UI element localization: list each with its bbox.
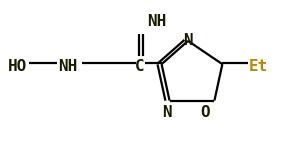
Text: N: N [183,33,193,48]
Text: NH: NH [148,14,167,29]
Text: N: N [162,105,171,120]
Text: NH: NH [58,59,77,74]
Text: C: C [135,59,145,74]
Text: O: O [200,105,209,120]
Text: Et: Et [249,59,268,74]
Text: HO: HO [8,59,27,74]
